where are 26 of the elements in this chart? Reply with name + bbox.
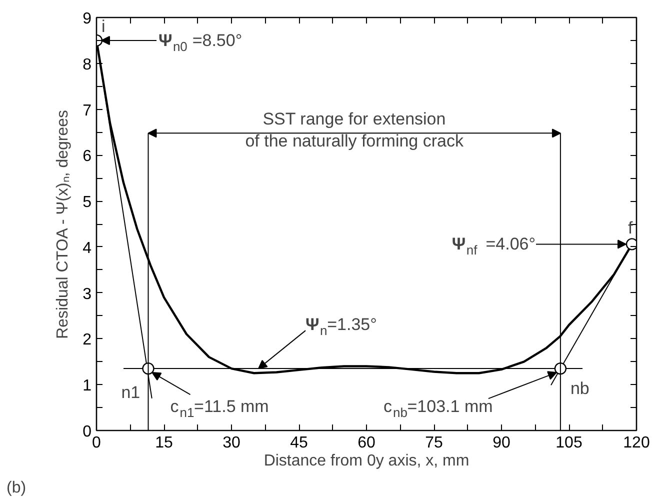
x-tick-label: 30 (222, 434, 240, 452)
text: (b) (6, 480, 26, 496)
y-tick-label: 5 (82, 194, 92, 212)
x-tick-label: 90 (492, 434, 510, 452)
x-tick-label: 75 (425, 434, 443, 452)
annotation: i (102, 16, 106, 36)
y-tick-label: 3 (82, 286, 92, 303)
y-tick-label: 4 (82, 240, 92, 257)
x-tick-label: 45 (290, 434, 308, 452)
x-tick-label: 105 (556, 434, 582, 452)
x-tick-label: 60 (358, 434, 376, 452)
y-tick-label: 1 (82, 378, 92, 395)
y-tick-label: 9 (82, 10, 92, 28)
x-axis-title: Distance from 0y axis, x, mm (264, 452, 470, 470)
y-tick-label: 8 (82, 56, 92, 74)
x-tick-label: 120 (623, 434, 650, 452)
annotation: n1 (121, 383, 140, 402)
y-tick-label: 6 (82, 148, 92, 166)
annotation: nb (570, 379, 590, 398)
y-axis-title: Residual CTOA - Ψ(x)ₙ, degrees (54, 110, 72, 339)
annotation: SST range for extension of the naturally forming crack (245, 110, 464, 151)
y-tick-label: 0 (82, 424, 92, 440)
y-tick-label: 7 (82, 102, 92, 120)
x-tick-label: 15 (155, 434, 173, 452)
y-tick-label: 2 (82, 332, 92, 349)
annotation: f (628, 218, 633, 238)
